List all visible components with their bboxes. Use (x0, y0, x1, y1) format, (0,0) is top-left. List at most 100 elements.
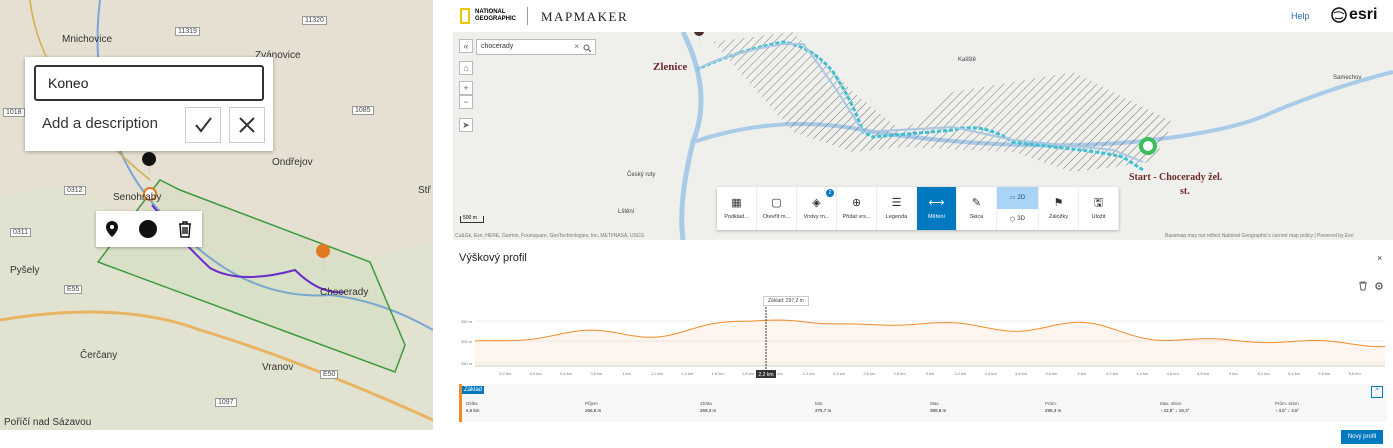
bookmark-icon: ⚑ (1053, 196, 1064, 209)
stat-value: 295,3 m (1045, 408, 1062, 413)
clear-search-icon[interactable]: × (574, 42, 579, 51)
x-tick-label: 4 km (1077, 371, 1086, 376)
active-marker-icon (142, 152, 157, 183)
road-number: 11320 (302, 16, 327, 25)
x-tick-label: 0,2 km (499, 371, 512, 376)
profile-title: Výškový profil (459, 252, 527, 264)
natgeo-logo-icon (460, 8, 470, 24)
tool-legend-button[interactable]: ☰ Legenda (877, 187, 917, 230)
gear-icon[interactable] (1374, 281, 1384, 291)
tool-sketch-button[interactable]: ✎ Skica (957, 187, 997, 230)
stat-value: 275,7 m (815, 408, 832, 413)
x-tick-label: 2,8 km (894, 371, 907, 376)
collapse-stats-button[interactable]: ^ (1371, 386, 1383, 398)
confirm-button[interactable] (185, 107, 221, 143)
globe-icon (1331, 7, 1347, 23)
x-tick-label: 1 km (622, 371, 631, 376)
map-label: Čerčany (80, 350, 118, 361)
x-tick-label: 5,8 km (1349, 371, 1362, 376)
description-placeholder[interactable]: Add a description (42, 115, 158, 132)
map-label: Senohraby (113, 192, 162, 203)
brand-line1: NATIONAL (475, 9, 506, 15)
left-map[interactable]: Mnichovice Zvánovice Ondřejov Senohraby … (0, 0, 433, 430)
cancel-button[interactable] (229, 107, 265, 143)
elevation-line (474, 319, 1386, 348)
tool-label: 3D (1017, 216, 1025, 223)
tool-label: Uložit (1091, 213, 1106, 220)
collapse-panel-button[interactable]: « (459, 39, 473, 53)
road-number: E55 (64, 285, 83, 294)
zoom-out-button[interactable]: − (459, 95, 473, 109)
stat-value: 269,3 m (700, 408, 717, 413)
stat-label: Délka (466, 401, 478, 406)
help-link[interactable]: Help (1291, 11, 1310, 21)
scale-bar: 500 m (460, 216, 484, 223)
x-tick-label: 2 km (774, 371, 783, 376)
tool-bookmark-button[interactable]: ⚑ Záložky (1039, 187, 1079, 230)
tool-save-button[interactable]: 🖫 Uložit (1079, 187, 1119, 230)
stat-0: Délka 6,6 km (466, 400, 480, 414)
stat-4: Max. 399,8 m (930, 400, 946, 414)
edit-popup: Add a description (25, 57, 273, 151)
start-point-icon (1139, 137, 1157, 155)
start-label-2: st. (1180, 186, 1190, 197)
trash-icon[interactable] (1358, 281, 1368, 291)
open-map-icon: ▢ (771, 196, 782, 209)
sketch-icon: ✎ (971, 196, 982, 209)
stat-label: Prům. (1045, 401, 1058, 406)
stat-label: Prům. sklon (1275, 401, 1299, 406)
start-label: Start - Chocerady žel. (1129, 172, 1223, 183)
stat-5: Prům. 295,3 m (1045, 400, 1061, 414)
map-place-label: Český ruty (627, 172, 656, 178)
search-icon[interactable] (583, 44, 591, 52)
stat-2: Ztráta 269,3 m (700, 400, 716, 414)
tool-layers-button[interactable]: ◈ Vrstvy m... 2 (797, 187, 837, 230)
stats-tab[interactable]: Základ (462, 386, 485, 394)
home-button[interactable]: ⌂ (459, 61, 473, 75)
road-number: 0312 (64, 186, 86, 195)
marker-toolbar (96, 211, 202, 247)
trash-icon[interactable] (177, 220, 193, 238)
main-map[interactable]: chocerady × « ⌂ + − ➤ Zlenice Start - Ch… (453, 32, 1393, 240)
elevation-area (475, 320, 1385, 366)
x-tick-label: 2,4 km (833, 371, 846, 376)
view-2d-button[interactable]: ▭ 2D (997, 187, 1038, 209)
view-mode-toggle: ▭ 2D ⬡ 3D (997, 187, 1039, 230)
x-tick-label: 5 km (1229, 371, 1238, 376)
tool-measure-button[interactable]: ⟷ Měření (917, 187, 957, 230)
circle-fill-icon[interactable] (138, 219, 158, 239)
attribution-left: Cu&Gk, Esri, HERE, Garmin, Foursquare, G… (455, 233, 645, 239)
tool-basemap-button[interactable]: ▦ Podklad... (717, 187, 757, 230)
close-profile-button[interactable]: × (1377, 253, 1383, 263)
esri-logo: esri (1331, 6, 1377, 24)
tool-open-map-button[interactable]: ▢ Otevřít m... (757, 187, 797, 230)
y-tick-label: 350 m (461, 319, 473, 324)
stat-label: Max. (930, 401, 940, 406)
tool-label: Otevřít m... (762, 213, 791, 220)
stat-1: Přijem 266,8 m (585, 400, 601, 414)
stat-6: Max. sklon ↑ 22,8° ↓ 19,3° (1160, 400, 1189, 414)
zoom-in-button[interactable]: + (459, 81, 473, 95)
title-input[interactable] (34, 65, 264, 101)
location-pin-icon[interactable] (105, 220, 119, 238)
x-tick-label: 3 km (926, 371, 935, 376)
x-tick-label: 1,2 km (651, 371, 664, 376)
app-header: NATIONAL GEOGRAPHIC MAPMAKER Help esri (453, 0, 1393, 32)
road-number: 1097 (215, 398, 237, 407)
compass-button[interactable]: ➤ (459, 118, 473, 132)
zlenice-label: Zlenice (653, 61, 688, 73)
view-3d-button[interactable]: ⬡ 3D (997, 209, 1038, 231)
2d-icon: ▭ (1009, 195, 1016, 202)
stat-7: Prům. sklon ↑ 3,6° ↓ 3,6° (1275, 400, 1299, 414)
elevation-chart[interactable]: 350 m 300 m 250 m 0,2 km 0,4 km 0,6 km 0,8 km 1… (453, 283, 1393, 383)
x-tick-label: 4,2 km (1106, 371, 1119, 376)
x-tick-label: 5,2 km (1258, 371, 1271, 376)
tool-add-layer-button[interactable]: ⊕ Přidat vrs... (837, 187, 877, 230)
tool-label: Legenda (885, 213, 908, 220)
tool-label: 2D (1017, 194, 1026, 201)
x-tick-label: 3,2 km (954, 371, 967, 376)
road-number: 1085 (352, 106, 374, 115)
search-box[interactable]: chocerady × (476, 39, 596, 55)
new-profile-button[interactable]: Nový profil (1341, 430, 1383, 444)
x-tick-label: 4,6 km (1167, 371, 1180, 376)
